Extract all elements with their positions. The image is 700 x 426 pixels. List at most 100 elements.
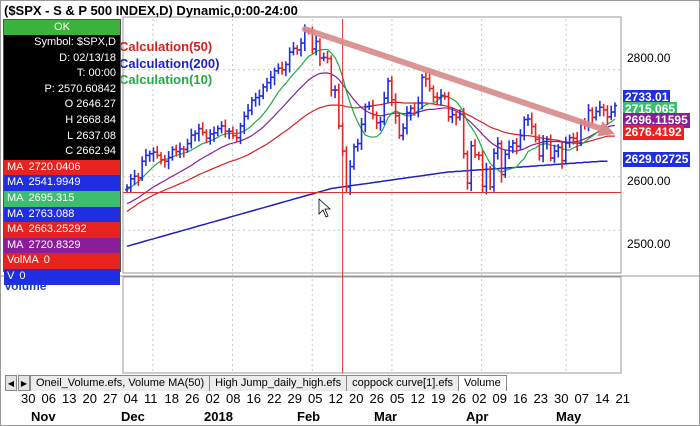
data-window[interactable]: OK Symbol: $SPX,D D: 02/13/18 T: 00:00 P: 2570.…: [3, 19, 121, 285]
price-bar: [510, 139, 515, 154]
ma10-line: [126, 48, 616, 191]
data-window-value: 2662.94: [76, 145, 116, 158]
price-bar: [571, 132, 576, 145]
month-label: Dec: [121, 409, 145, 424]
tab-high-jump[interactable]: High Jump_daily_high.efs: [209, 375, 348, 391]
date-tick: 20: [349, 391, 364, 406]
price-bar: [560, 142, 565, 169]
price-bar: [295, 45, 300, 55]
data-window-ma-row: MA 2541.9949: [4, 175, 120, 191]
price-bar: [355, 138, 360, 152]
left-arrow-icon[interactable]: ◀: [5, 375, 17, 391]
tab-volume[interactable]: Volume: [458, 375, 507, 391]
price-bar: [253, 92, 258, 107]
price-bar: [507, 140, 512, 160]
price-bar: [246, 104, 251, 120]
price-bar: [162, 154, 167, 168]
price-bar: [575, 131, 580, 152]
price-bar: [314, 35, 319, 56]
price-bar: [563, 136, 568, 164]
data-window-ma-row: MA 2763.088: [4, 206, 120, 223]
price-bar: [605, 105, 610, 125]
price-bar: [476, 151, 481, 161]
price-bar: [283, 61, 288, 77]
data-window-ma-key: VolMA: [7, 254, 39, 267]
price-bar: [382, 91, 387, 125]
month-label: Feb: [297, 409, 321, 424]
ma-purple-line: [126, 72, 616, 205]
price-bar: [317, 38, 322, 67]
price-tag-ma50: 2676.4192: [623, 125, 684, 140]
price-bar: [261, 83, 266, 100]
price-bar: [544, 136, 549, 150]
price-bar: [556, 144, 561, 158]
price-bar: [230, 126, 235, 139]
ok-button[interactable]: OK: [4, 20, 120, 35]
data-window-ma-row: MA 2720.8329: [4, 237, 120, 254]
price-bar: [590, 107, 595, 126]
date-tick: 26: [451, 391, 466, 406]
date-tick: 05: [308, 391, 323, 406]
price-bar: [454, 111, 459, 126]
study-tabs: ◀ ▶ Oneil_Volume.efs, Volume MA(50) High…: [5, 375, 623, 391]
price-bar: [609, 105, 614, 121]
date-tick: 20: [82, 391, 97, 406]
price-bar: [181, 145, 186, 158]
data-window-key: H: [65, 113, 74, 126]
price-chart[interactable]: [1, 1, 700, 391]
data-window-key: L: [67, 129, 74, 142]
price-bar: [215, 125, 220, 137]
price-bar: [473, 139, 478, 159]
price-bar: [503, 149, 508, 178]
data-window-key: P:: [44, 82, 55, 95]
price-bar: [552, 144, 557, 163]
calc-label-10: Calculation(10): [119, 72, 213, 87]
price-bar: [533, 123, 538, 143]
date-tick: 16: [513, 391, 528, 406]
price-tick-2800: 2800.00: [627, 51, 671, 65]
data-window-ma-key: MA: [7, 223, 24, 236]
right-arrow-icon[interactable]: ▶: [18, 375, 30, 391]
price-bar: [491, 148, 496, 192]
price-bar: [378, 116, 383, 131]
date-tick: 11: [144, 391, 158, 406]
data-window-ma-value: 0: [43, 254, 50, 267]
date-tick: 16: [246, 391, 261, 406]
price-bar: [351, 143, 356, 170]
price-bar: [291, 41, 296, 56]
data-window-value: 2646.27: [76, 98, 116, 111]
tab-coppock-curve[interactable]: coppock curve[1].efs: [346, 375, 459, 391]
price-bar: [529, 112, 534, 135]
price-bar: [514, 138, 519, 155]
price-bar: [276, 63, 281, 75]
price-tick-2500: 2500.00: [627, 237, 671, 251]
data-window-ma-key: MA: [7, 176, 24, 189]
price-bar: [336, 83, 341, 130]
price-bar: [287, 47, 292, 73]
price-bar: [268, 70, 273, 90]
data-window-key: Symbol:: [34, 36, 74, 48]
calc-label-200: Calculation(200): [119, 56, 220, 71]
price-bar: [416, 96, 421, 118]
price-bar: [200, 122, 205, 136]
price-bar: [393, 93, 398, 124]
data-window-ma-row: MA 2695.315: [4, 190, 120, 207]
price-bar: [427, 72, 432, 92]
price-bar: [333, 85, 338, 99]
tab-oneil-volume[interactable]: Oneil_Volume.efs, Volume MA(50): [30, 375, 211, 391]
calc-label-50: Calculation(50): [119, 39, 213, 54]
date-tick: 05: [390, 391, 405, 406]
data-window-ma-key: MA: [7, 160, 24, 173]
price-bar: [401, 123, 406, 141]
price-bar: [367, 101, 372, 110]
data-window-ma-value: 2763.088: [28, 207, 75, 220]
price-bar: [442, 92, 447, 100]
data-window-value: 2637.08: [76, 129, 116, 142]
price-bar: [234, 129, 239, 143]
price-bar: [420, 74, 425, 110]
data-window-ma-key: MA: [7, 238, 24, 251]
data-window-row: Symbol: $SPX,D: [4, 35, 120, 51]
date-tick: 13: [62, 391, 77, 406]
